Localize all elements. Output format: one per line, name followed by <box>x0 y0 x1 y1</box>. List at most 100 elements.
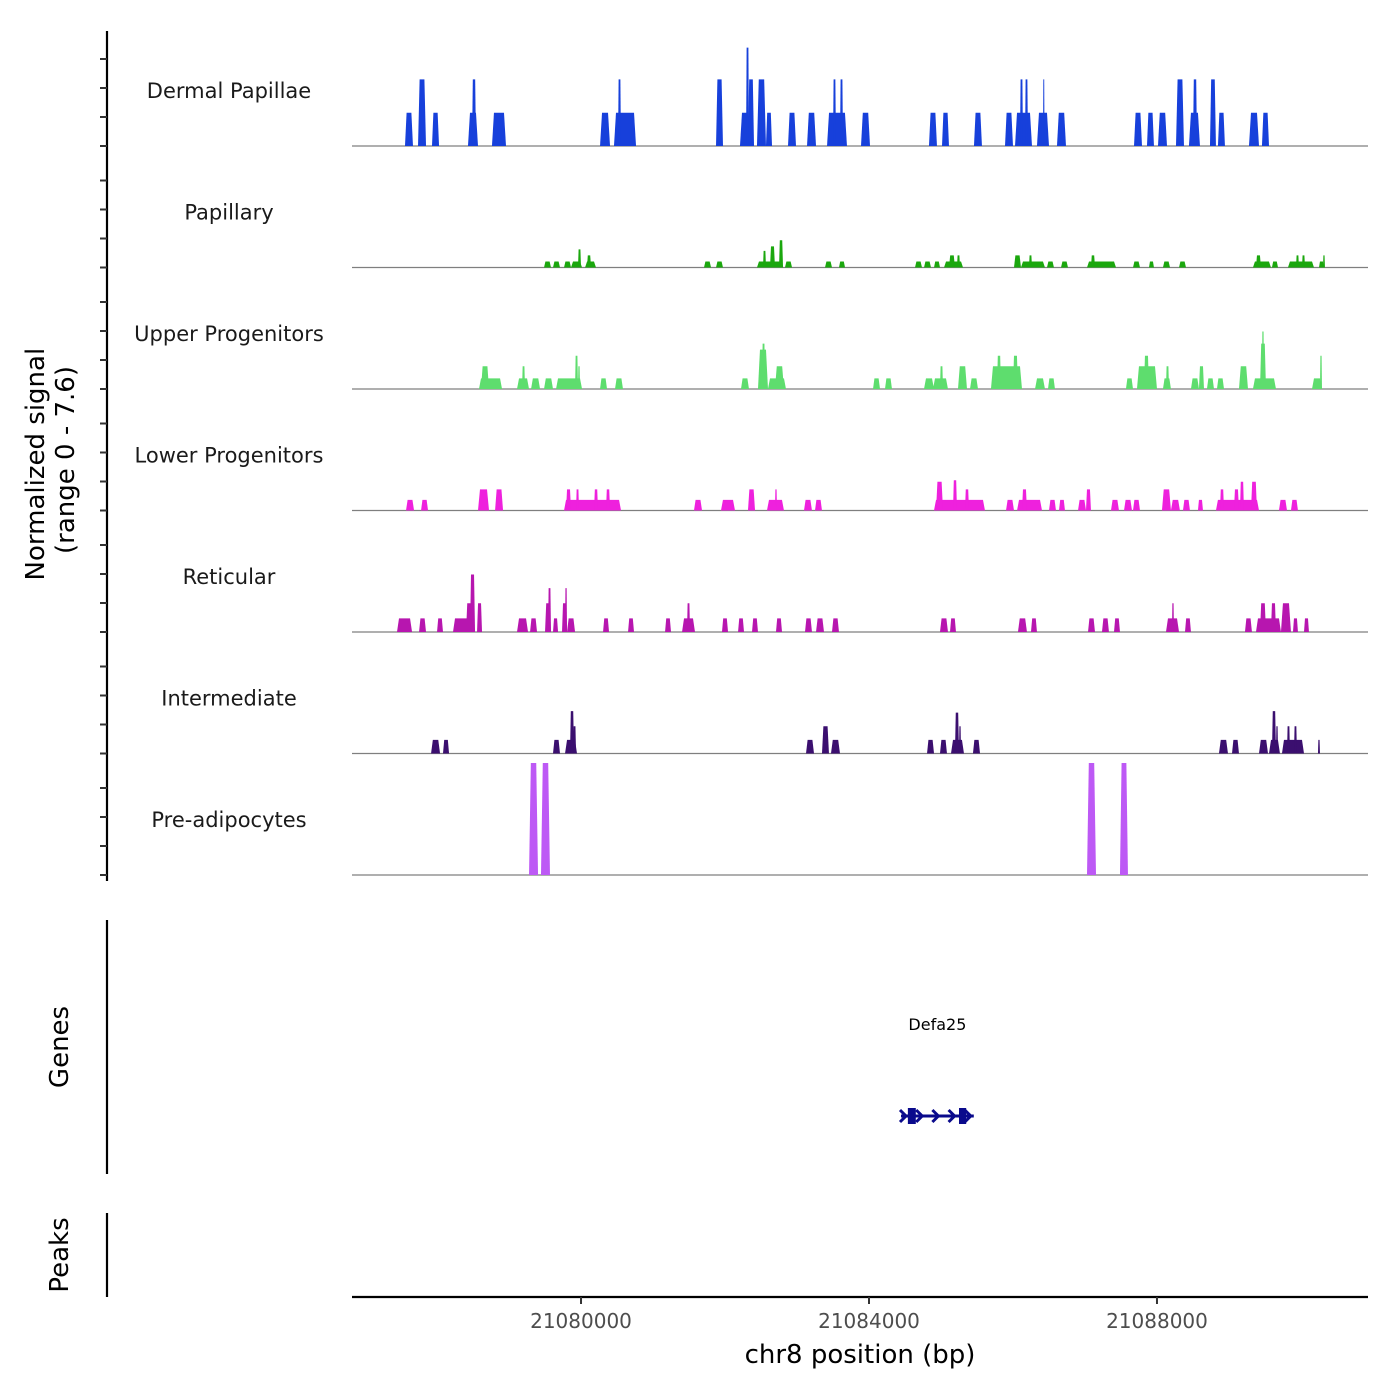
signal-bin <box>529 763 539 875</box>
signal-bin <box>1179 261 1186 268</box>
signal-bin <box>1190 378 1199 389</box>
signal-bin <box>1197 499 1203 511</box>
track-label: Pre-adipocytes <box>151 808 306 832</box>
signal-bin <box>1292 618 1298 632</box>
signal-bin <box>954 712 959 754</box>
signal-bin <box>491 112 506 146</box>
peaks-track-label: Peaks <box>45 1217 75 1292</box>
track-dermal-papillae: Dermal Papillae <box>147 47 1368 147</box>
signal-bin <box>1035 378 1045 389</box>
signal-bin <box>1030 618 1037 632</box>
x-tick-label: 21080000 <box>530 1309 632 1333</box>
signal-bin <box>924 261 931 268</box>
signal-bin <box>949 618 956 632</box>
signal-bin <box>1261 331 1264 389</box>
signal-bin <box>576 489 580 511</box>
signal-bin <box>1006 499 1014 511</box>
signal-bin <box>972 739 981 754</box>
signal-bin <box>577 366 581 389</box>
signal-bin <box>1255 255 1261 268</box>
signal-bin <box>1114 618 1120 632</box>
signal-bin <box>1146 112 1154 146</box>
signal-bin <box>1025 79 1028 146</box>
signal-bin <box>573 726 577 754</box>
signal-bin <box>606 489 611 511</box>
signal-bin <box>970 378 979 389</box>
strand-arrow-icon <box>931 1108 941 1124</box>
signal-bin <box>522 366 526 389</box>
signal-bin <box>1087 763 1097 875</box>
signal-bin <box>740 378 749 389</box>
track-papillary: Papillary <box>184 201 1368 269</box>
strand-arrow-icon <box>947 1108 957 1124</box>
signal-bin <box>1251 481 1257 511</box>
signal-bin <box>594 489 599 511</box>
signal-bin <box>1319 355 1322 389</box>
gene-exon <box>907 1108 916 1124</box>
signal-bin <box>927 739 935 754</box>
signal-bin <box>803 499 812 511</box>
signal-bin <box>575 355 578 389</box>
signal-bin <box>431 739 441 754</box>
signal-bin <box>564 499 622 511</box>
signal-bin <box>603 618 610 632</box>
signal-bin <box>756 79 766 146</box>
signal-bin <box>958 726 962 754</box>
track-label: Reticular <box>183 565 276 589</box>
signal-axis-ticks <box>100 58 107 876</box>
y-axis-title-line1: Normalized signal <box>21 348 51 581</box>
signal-bin <box>747 79 755 146</box>
signal-bin <box>830 739 840 754</box>
signal-bin <box>756 261 783 268</box>
track-label: Dermal Papillae <box>147 79 311 103</box>
signal-bin <box>915 261 922 268</box>
signal-bin <box>703 261 712 268</box>
signal-bin <box>784 261 793 268</box>
signal-bin <box>762 343 766 389</box>
track-lower-progenitors: Lower Progenitors <box>135 444 1368 512</box>
track-pre-adipocytes: Pre-adipocytes <box>151 763 1368 876</box>
signal-bin <box>1323 255 1325 268</box>
signal-bin <box>1261 112 1270 146</box>
signal-bin <box>1233 489 1239 511</box>
signal-bin <box>1028 255 1032 268</box>
signal-bin <box>716 261 723 268</box>
signal-bin <box>1296 255 1299 268</box>
signal-bin <box>531 378 541 389</box>
signal-bin <box>553 739 560 754</box>
signal-bin <box>770 246 775 268</box>
signal-bin <box>997 355 1001 389</box>
signal-bin <box>431 112 440 146</box>
signal-bin <box>957 366 967 389</box>
signal-bin <box>1085 489 1091 511</box>
signal-bin <box>1318 261 1324 268</box>
signal-bin <box>973 112 982 146</box>
signal-bin <box>540 763 550 875</box>
signal-bin <box>443 739 450 754</box>
signal-bin <box>774 489 777 511</box>
track-label: Lower Progenitors <box>135 444 324 468</box>
signal-bin <box>567 618 576 632</box>
signal-bin <box>544 378 554 389</box>
signal-bin <box>1021 489 1027 511</box>
signal-bin <box>517 618 529 632</box>
signal-bin <box>1119 763 1128 875</box>
signal-bin <box>1056 112 1066 146</box>
signal-bin <box>553 261 560 268</box>
signal-bin <box>964 489 970 511</box>
track-label: Intermediate <box>161 687 297 711</box>
signal-bin <box>1048 499 1056 511</box>
signal-bin <box>821 726 829 754</box>
signal-bin <box>804 618 812 632</box>
track-label: Upper Progenitors <box>134 322 324 346</box>
signal-bin <box>1260 603 1266 632</box>
signal-bin <box>825 261 832 268</box>
signal-bin <box>861 112 871 146</box>
signal-bin <box>839 79 844 146</box>
signal-bin <box>928 112 937 146</box>
signal-bin <box>477 603 483 632</box>
signal-bin <box>1287 726 1290 754</box>
signal-bin <box>1238 366 1248 389</box>
signal-bin <box>495 489 504 511</box>
signal-bin <box>763 250 766 268</box>
